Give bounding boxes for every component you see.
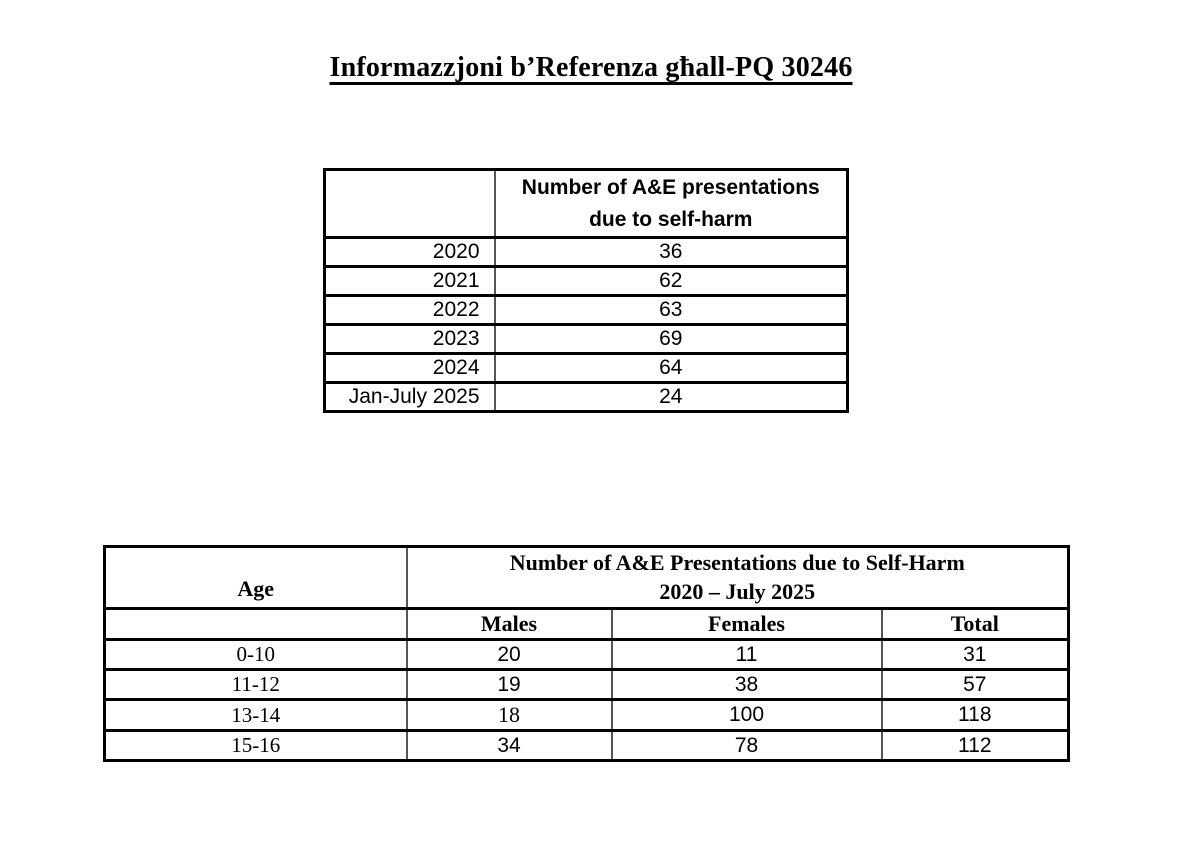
table-age-breakdown: Age Number of A&E Presentations due to S… [103,544,1071,763]
females-value: 100 [610,698,883,733]
age-label: 13-14 [103,698,408,733]
year-label: 2024 [323,352,496,384]
table-header-row: Age Number of A&E Presentations due to S… [103,544,1070,611]
total-header-cell: Total [880,607,1070,642]
header-line-2: due to self-harm [589,207,753,231]
year-value: 36 [493,236,849,268]
females-value: 38 [610,668,883,702]
males-value: 34 [405,729,613,763]
page-title: Informazzjoni b’Referenza għall-PQ 30246 [0,52,1182,84]
year-label: 2021 [323,265,496,297]
year-value: 63 [493,294,849,326]
year-value: 69 [493,323,849,355]
span-header-line-1: Number of A&E Presentations due to Self-… [509,550,965,575]
year-value: 64 [493,352,849,384]
age-label: 15-16 [103,729,408,763]
table-row: 2024 64 [323,352,849,384]
empty-subheader-cell [103,607,408,642]
span-header-line-2: 2020 – July 2025 [659,578,816,604]
age-label: 0-10 [103,638,408,672]
page-title-text: Informazzjoni b’Referenza għall-PQ 30246 [329,52,853,83]
females-value: 11 [610,638,883,672]
table-row: 2023 69 [323,323,849,355]
males-value: 20 [405,638,613,672]
span-header-cell: Number of A&E Presentations due to Self-… [405,544,1070,611]
table-row: Jan-July 2025 24 [323,381,849,413]
year-label: 2022 [323,294,496,326]
year-value: 24 [493,381,849,413]
males-value: 19 [405,668,613,702]
total-value: 31 [880,638,1070,672]
year-label: Jan-July 2025 [323,381,496,413]
year-label: 2020 [323,236,496,268]
females-value: 78 [610,729,883,763]
table-row: 2021 62 [323,265,849,297]
year-value: 62 [493,265,849,297]
presentations-header-cell: Number of A&E presentations due to self-… [493,168,849,239]
age-header-cell: Age [103,544,408,611]
total-value: 112 [880,729,1070,763]
table-subheader-row: Males Females Total [103,607,1070,642]
table-row: 11-12 19 38 57 [103,668,1070,702]
table-row: 0-10 20 11 31 [103,638,1070,672]
table-row: 13-14 18 100 118 [103,698,1070,733]
females-header-cell: Females [610,607,883,642]
table-row: 2022 63 [323,294,849,326]
year-label: 2023 [323,323,496,355]
males-header-cell: Males [405,607,613,642]
table-row: 15-16 34 78 112 [103,729,1070,763]
header-line-1: Number of A&E presentations [521,176,820,199]
total-value: 118 [880,698,1070,733]
table-row: 2020 36 [323,236,849,268]
age-label: 11-12 [103,668,408,702]
males-value: 18 [405,698,613,733]
total-value: 57 [880,668,1070,702]
table-header-row: Number of A&E presentations due to self-… [323,168,849,239]
table-yearly-presentations: Number of A&E presentations due to self-… [323,168,849,413]
empty-header-cell [323,168,496,239]
